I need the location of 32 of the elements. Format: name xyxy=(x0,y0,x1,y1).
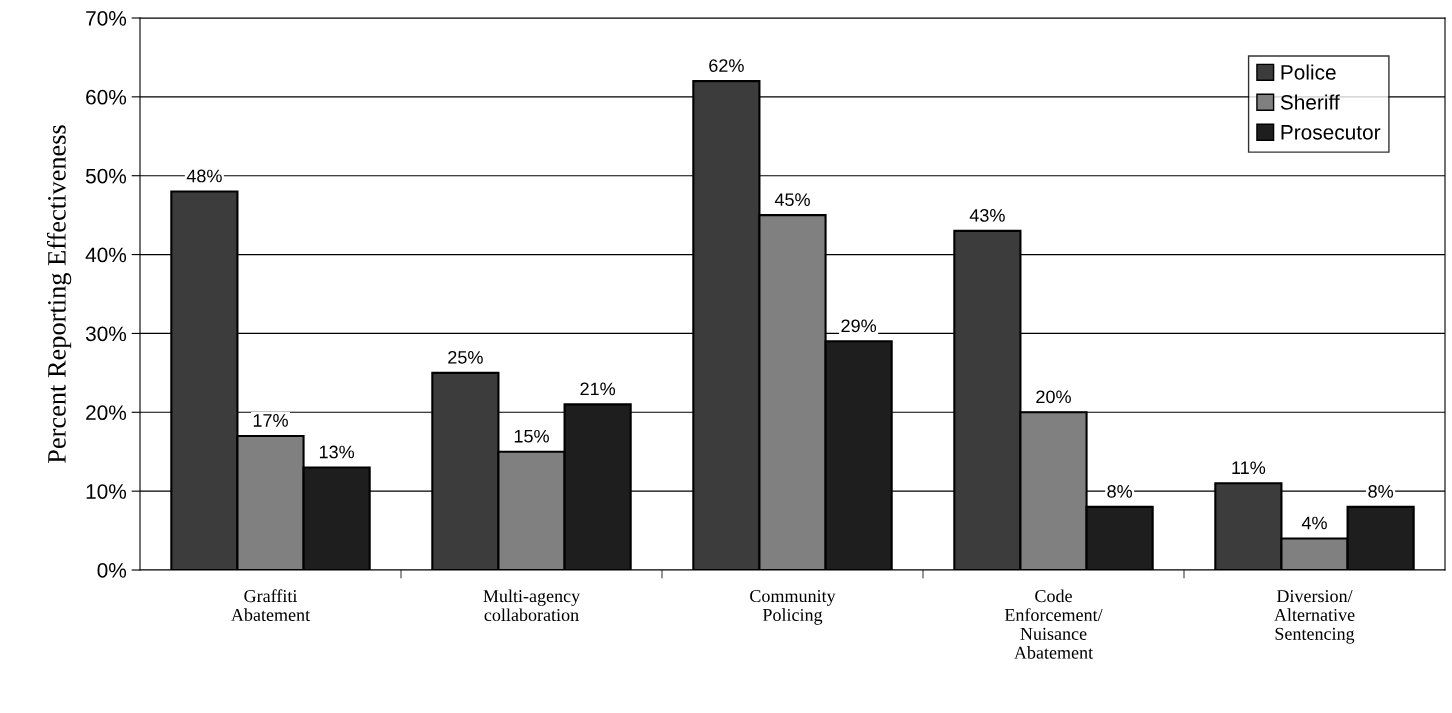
data-label: 15% xyxy=(514,429,549,443)
x-tick-label: Multi-agency collaboration xyxy=(483,589,581,622)
data-label: 48% xyxy=(186,169,222,183)
data-label: 43% xyxy=(969,209,1005,222)
y-axis-title: Percent Reporting Effectiveness xyxy=(46,125,72,464)
y-tick-label: 0% xyxy=(97,563,127,578)
data-label: 17% xyxy=(253,414,288,427)
legend-label: Sheriff xyxy=(1280,94,1340,110)
data-label: 13% xyxy=(319,445,355,459)
data-label: 21% xyxy=(580,382,616,396)
x-tick-label: Graffiti Abatement xyxy=(231,589,310,622)
y-tick-label: 20% xyxy=(86,405,127,421)
y-tick-label: 70% xyxy=(86,11,127,26)
x-tick-label: Community Policing xyxy=(750,589,836,625)
y-tick-label: 50% xyxy=(85,168,127,184)
data-label: 20% xyxy=(1036,390,1071,404)
x-tick-label: Diversion/ Alternative Sentencing xyxy=(1274,590,1355,644)
data-label: 8% xyxy=(1107,485,1133,498)
data-label: 29% xyxy=(841,319,877,333)
data-label: 62% xyxy=(709,59,744,72)
y-tick-label: 40% xyxy=(85,247,127,263)
data-label: 11% xyxy=(1232,461,1266,475)
x-tick-label: Code Enforcement/ Nuisance Abatement xyxy=(1004,589,1103,659)
y-tick-label: 10% xyxy=(86,484,127,499)
data-label: 4% xyxy=(1301,516,1327,530)
legend-label: Prosecutor xyxy=(1281,125,1381,140)
data-label: 8% xyxy=(1368,485,1394,498)
legend-label: Police xyxy=(1281,64,1336,80)
y-tick-label: 30% xyxy=(85,326,127,342)
data-label: 45% xyxy=(774,193,810,207)
data-label: 25% xyxy=(448,350,483,364)
y-tick-label: 60% xyxy=(86,89,127,105)
